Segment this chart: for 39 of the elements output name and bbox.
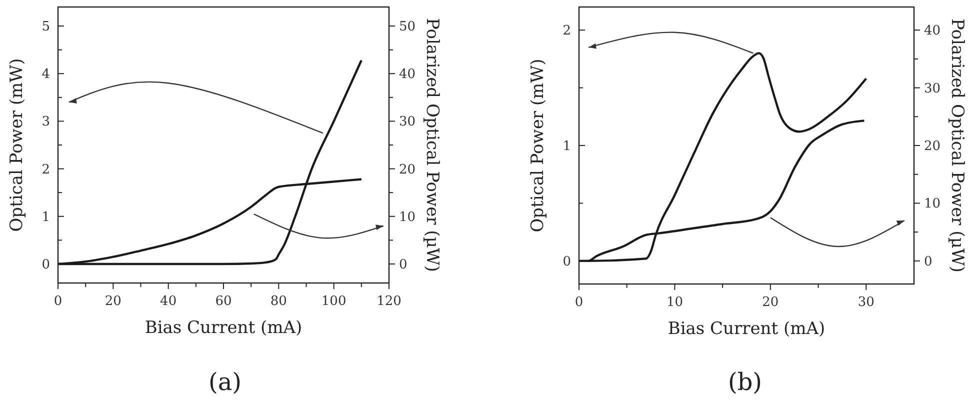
text: (a) [208,368,242,396]
y-axis-title: Optical Power (mW) [7,58,27,232]
x-tick-label: 30 [858,295,874,310]
y-tick-label: 0 [562,254,571,270]
y-tick-label: 1 [562,139,571,154]
y-tick-label: 4 [42,67,50,82]
x-tick-label: 40 [160,294,177,309]
y2-tick-label: 20 [399,162,416,178]
y-tick-label: 2 [42,162,50,178]
y2-tick-label: 20 [924,139,941,154]
text: (b) [728,368,762,396]
x-axis-title: Bias Current (mA) [668,319,826,339]
y2-tick-label: 30 [399,114,416,130]
y2-tick-label: 40 [399,67,416,82]
x-tick-label: 0 [54,294,62,309]
y2-axis-title: Polarized Optical Power (µW) [422,18,442,272]
x-tick-label: 10 [666,295,683,310]
y-tick-label: 2 [562,24,571,39]
y2-axis-title: Polarized Optical Power (µW) [947,18,967,272]
y2-tick-label: 0 [924,254,932,270]
y2-tick-label: 30 [924,81,941,96]
y-tick-label: 0 [42,257,50,272]
x-tick-label: 20 [104,294,122,309]
y2-tick-label: 10 [924,196,941,212]
x-tick-label: 0 [574,295,584,310]
x-tick-label: 20 [762,295,779,310]
y2-tick-label: 0 [399,257,408,272]
x-tick-label: 120 [376,294,402,309]
y-tick-label: 3 [42,114,50,130]
x-tick-label: 100 [321,294,346,309]
y2-tick-label: 10 [399,210,416,225]
y-axis-title: Optical Power (mW) [528,58,548,232]
y-tick-label: 5 [42,20,50,35]
x-axis-title: Bias Current (mA) [144,318,302,338]
y2-tick-label: 40 [924,24,941,39]
y2-tick-label: 50 [399,20,416,35]
x-tick-label: 60 [215,294,232,309]
x-tick-label: 80 [270,294,287,309]
y-tick-label: 1 [42,210,50,225]
